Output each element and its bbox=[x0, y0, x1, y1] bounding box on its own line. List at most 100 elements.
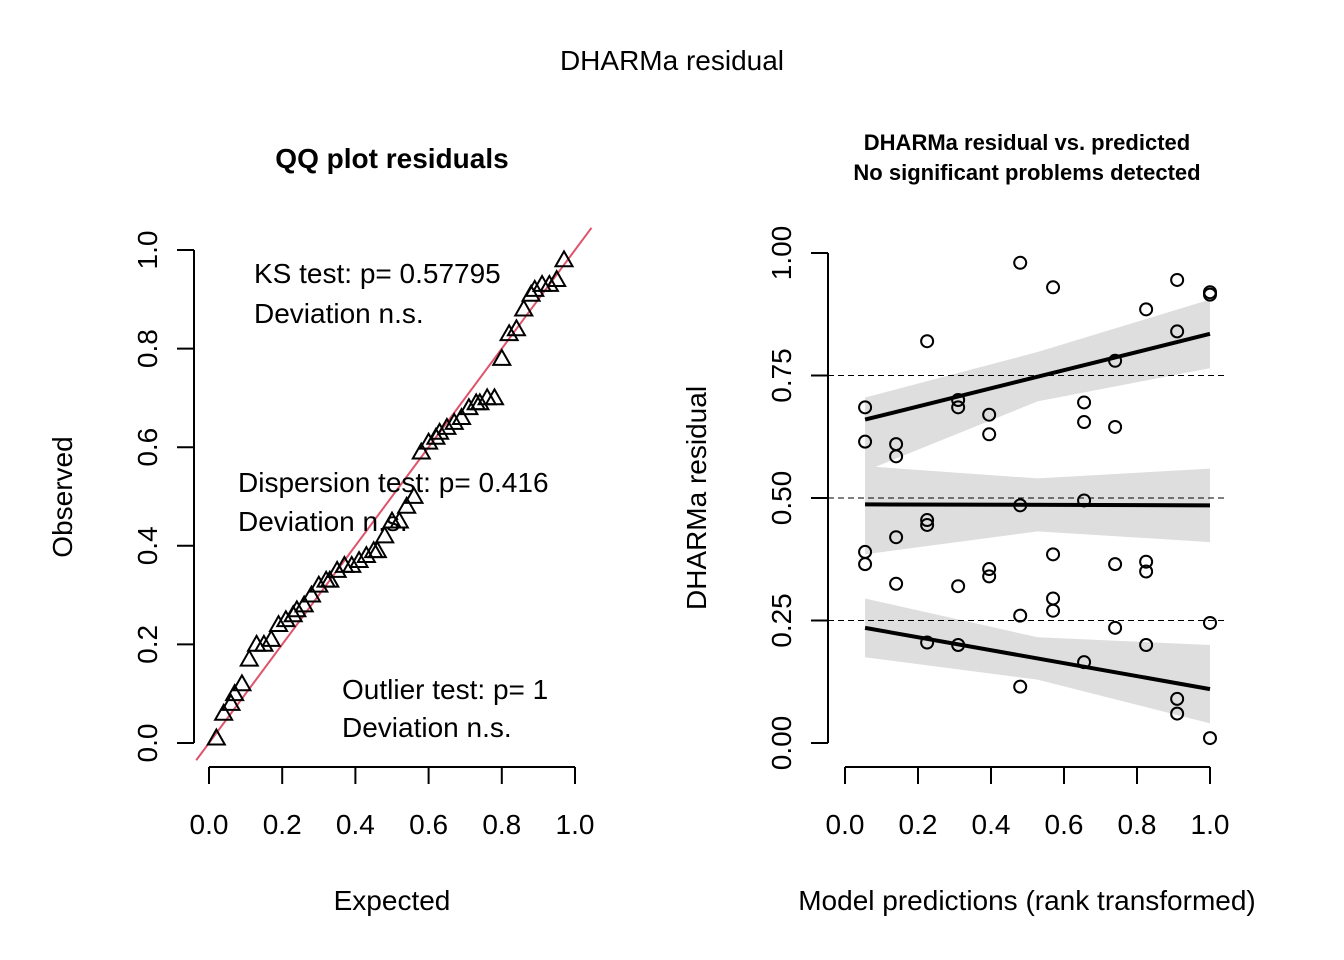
residual-point bbox=[889, 576, 904, 591]
qq-point bbox=[374, 525, 395, 544]
qq-point bbox=[553, 249, 575, 268]
qq-point bbox=[224, 683, 245, 702]
residual-point bbox=[858, 400, 873, 415]
qq-y-tick-label: 0.8 bbox=[132, 329, 163, 368]
qq-y-tick-label: 0.4 bbox=[132, 526, 163, 565]
residual-x-tick-label: 0.6 bbox=[1045, 809, 1084, 840]
qq-point bbox=[539, 273, 560, 292]
residual-point bbox=[920, 635, 935, 650]
residual-point bbox=[951, 638, 966, 652]
residual-point bbox=[1013, 498, 1028, 513]
qq-point bbox=[260, 628, 282, 647]
residual-point bbox=[1203, 287, 1217, 302]
residual-y-tick-label: 0.50 bbox=[766, 471, 797, 526]
qq-point bbox=[469, 392, 491, 411]
residual-plot-axes: 0.0 0.2 0.4 0.6 0.8 1.0 0.00 0.25 0.50 0.75 1.00 bbox=[766, 226, 1229, 840]
residual-point bbox=[982, 427, 997, 442]
residual-x-axis-label: Model predictions (rank transformed) bbox=[798, 885, 1256, 916]
residual-point bbox=[889, 530, 904, 545]
outlier-test-line2: Deviation n.s. bbox=[342, 712, 512, 743]
residual-plot-subtitle: No significant problems detected bbox=[853, 160, 1200, 185]
qq-point bbox=[286, 599, 308, 618]
residual-x-tick-label: 1.0 bbox=[1191, 809, 1230, 840]
qq-point bbox=[524, 278, 545, 297]
qq-point bbox=[498, 323, 520, 342]
qq-x-axis-label: Expected bbox=[334, 885, 451, 916]
residual-point bbox=[1170, 691, 1185, 706]
residual-point bbox=[1170, 706, 1185, 721]
residual-point bbox=[951, 400, 966, 415]
reference-lines bbox=[828, 375, 1226, 621]
qq-y-axis-label: Observed bbox=[47, 436, 78, 557]
residual-y-tick-label: 0.75 bbox=[766, 348, 797, 403]
residual-points bbox=[858, 255, 1217, 746]
qq-point bbox=[319, 569, 341, 588]
residual-plot-title: DHARMa residual vs. predicted bbox=[864, 130, 1190, 155]
residual-point bbox=[920, 513, 935, 528]
qq-x-tick-label: 0.8 bbox=[482, 809, 521, 840]
qq-point bbox=[213, 702, 234, 721]
figure-main-title: DHARMa residual bbox=[560, 45, 784, 76]
qq-x-tick-label: 0.6 bbox=[409, 809, 448, 840]
residual-point bbox=[1046, 547, 1061, 562]
residual-point bbox=[1108, 419, 1123, 434]
qq-plot-marks bbox=[195, 227, 593, 761]
residual-point bbox=[1139, 554, 1154, 569]
residual-point bbox=[1108, 557, 1123, 572]
qq-point bbox=[403, 485, 425, 504]
qq-point bbox=[301, 584, 322, 603]
residual-point bbox=[982, 407, 997, 422]
qq-point bbox=[253, 633, 275, 652]
residual-point bbox=[1013, 608, 1028, 623]
residual-y-tick-label: 0.25 bbox=[766, 593, 797, 648]
qq-x-tick-label: 0.4 bbox=[336, 809, 375, 840]
residual-point bbox=[889, 449, 904, 464]
residual-point bbox=[1046, 280, 1061, 295]
qq-point bbox=[220, 693, 242, 711]
qq-plot-title: QQ plot residuals bbox=[275, 143, 508, 174]
qq-point bbox=[418, 431, 439, 450]
residual-point bbox=[951, 579, 966, 594]
residual-vs-predicted-panel: DHARMa residual vs. predicted No signifi… bbox=[681, 130, 1256, 916]
qq-point bbox=[491, 347, 513, 366]
residual-point bbox=[920, 517, 935, 532]
residual-point bbox=[920, 334, 935, 349]
qq-y-tick-label: 0.6 bbox=[132, 428, 163, 467]
qq-point bbox=[231, 673, 253, 692]
qq-x-tick-label: 0.0 bbox=[190, 809, 229, 840]
quantile-confidence-band bbox=[865, 466, 1210, 555]
residual-y-axis-label: DHARMa residual bbox=[681, 386, 712, 610]
residual-y-tick-label: 0.00 bbox=[766, 716, 797, 771]
residual-point bbox=[982, 569, 997, 584]
residual-point bbox=[1077, 395, 1092, 410]
residual-point bbox=[1170, 272, 1185, 287]
quantile-confidence-band bbox=[865, 598, 1210, 724]
qq-x-tick-label: 0.2 bbox=[263, 809, 302, 840]
residual-point bbox=[1203, 731, 1217, 746]
qq-point bbox=[275, 609, 297, 628]
qq-y-tick-label: 1.0 bbox=[132, 231, 163, 270]
residual-x-tick-label: 0.8 bbox=[1118, 809, 1157, 840]
quantile-regression-line bbox=[865, 502, 1211, 508]
qq-point bbox=[341, 555, 362, 573]
outlier-test-line1: Outlier test: p= 1 bbox=[342, 674, 548, 705]
qq-point bbox=[443, 412, 465, 430]
qq-y-tick-label: 0.2 bbox=[132, 625, 163, 664]
qq-y-tick-label: 0.0 bbox=[132, 724, 163, 763]
qq-point bbox=[451, 407, 472, 425]
dispersion-test-line1: Dispersion test: p= 0.416 bbox=[238, 467, 549, 498]
qq-point bbox=[396, 495, 417, 514]
residual-point bbox=[858, 557, 873, 572]
qq-x-tick-label: 1.0 bbox=[556, 809, 595, 840]
residual-point bbox=[951, 393, 966, 407]
qq-point bbox=[546, 269, 567, 287]
residual-x-tick-label: 0.4 bbox=[972, 809, 1011, 840]
residual-x-tick-label: 0.0 bbox=[826, 809, 865, 840]
ks-test-line2: Deviation n.s. bbox=[254, 298, 424, 329]
residual-point bbox=[1013, 679, 1028, 694]
qq-point bbox=[506, 318, 527, 337]
qq-point bbox=[484, 387, 505, 406]
residual-point bbox=[1139, 302, 1154, 317]
residual-point bbox=[1139, 638, 1154, 652]
